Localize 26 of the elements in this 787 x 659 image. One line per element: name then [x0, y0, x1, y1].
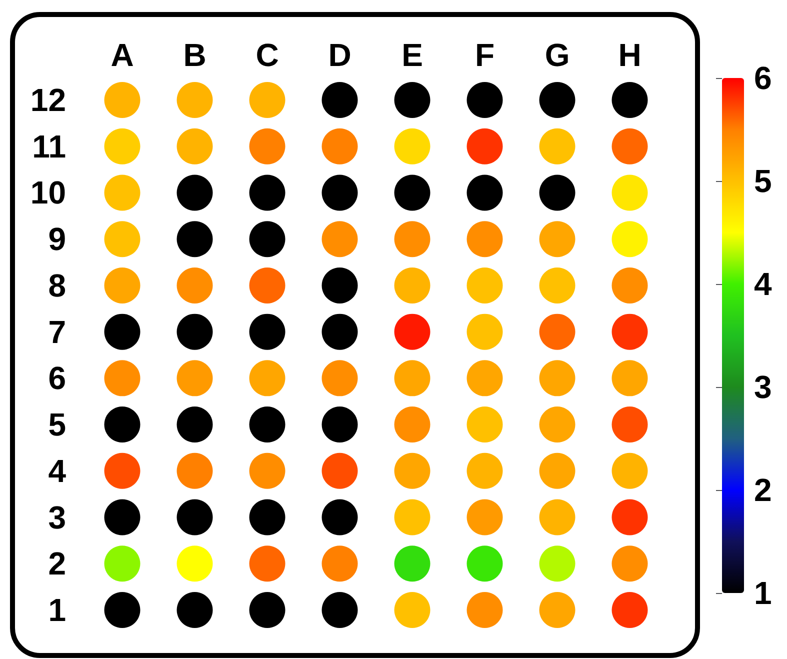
y-tick-label: 3	[48, 499, 66, 536]
y-tick-label: 12	[30, 82, 66, 118]
x-tick-label: G	[544, 37, 570, 73]
y-tick-label: 6	[48, 360, 66, 396]
x-tick-label: E	[402, 37, 423, 73]
y-tick-label: 4	[48, 452, 66, 489]
y-tick-label: 11	[32, 128, 66, 164]
y-tick-label: 7	[48, 314, 66, 350]
y-tick-label: 10	[30, 174, 66, 211]
x-tick-label: D	[328, 37, 352, 73]
x-tick-label: B	[183, 37, 206, 73]
color-bar-label: 6	[754, 60, 772, 96]
color-bar-label: 3	[754, 369, 772, 405]
color-bar-label: 2	[754, 472, 772, 508]
color-bar-label: 5	[754, 163, 772, 199]
x-tick-label: H	[618, 37, 642, 73]
color-bar-label: 4	[754, 266, 772, 302]
color-bar-label: 1	[754, 575, 772, 611]
x-tick-label: F	[474, 37, 495, 73]
y-tick-label: 9	[48, 221, 66, 258]
y-tick-label: 1	[48, 592, 66, 628]
x-tick-label: A	[110, 37, 134, 73]
y-tick-label: 5	[48, 406, 66, 443]
y-tick-label: 2	[48, 546, 66, 582]
y-tick-label: 8	[48, 267, 66, 304]
x-tick-label: C	[256, 37, 279, 73]
